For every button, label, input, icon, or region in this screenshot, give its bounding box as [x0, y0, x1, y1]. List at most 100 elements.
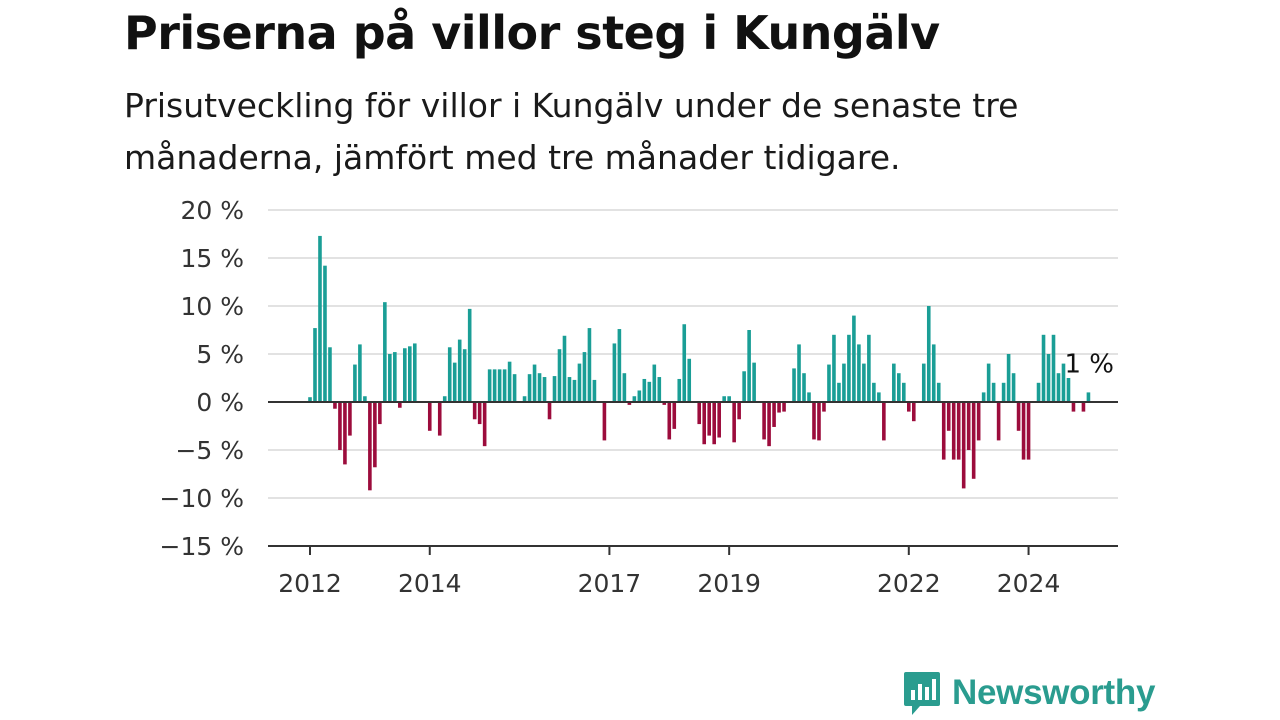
x-tick-label: 2024: [997, 569, 1061, 598]
bar: [1001, 382, 1006, 402]
bar: [682, 324, 687, 402]
bar: [522, 396, 527, 402]
bar: [363, 396, 367, 402]
bar: [827, 364, 831, 402]
bar: [1011, 373, 1016, 402]
bar: [986, 363, 991, 402]
bar: [447, 347, 452, 402]
bar: [333, 402, 337, 409]
bar: [393, 352, 397, 402]
bar: [308, 397, 312, 402]
bar: [562, 335, 567, 402]
axes: [268, 401, 1118, 555]
bar: [941, 402, 946, 460]
bar: [492, 369, 497, 402]
bar: [1066, 378, 1071, 402]
bar: [403, 348, 407, 402]
bar: [622, 373, 627, 402]
bar: [1006, 354, 1011, 402]
bar: [1021, 402, 1026, 460]
y-tick-label: −15 %: [160, 532, 244, 561]
x-tick-label: 2022: [877, 569, 941, 598]
bar: [822, 402, 826, 412]
bar: [672, 402, 677, 429]
bar: [452, 362, 457, 402]
bar: [577, 363, 582, 402]
bar: [1071, 402, 1076, 412]
bar: [1046, 354, 1051, 402]
bar: [936, 382, 941, 402]
bar: [467, 308, 472, 402]
last-value-annotation: 1 %: [1064, 349, 1114, 379]
y-tick-label: 15 %: [180, 244, 244, 273]
bar: [717, 402, 721, 438]
brand-name: Newsworthy: [952, 673, 1156, 712]
bar: [368, 402, 372, 491]
bar: [911, 402, 916, 422]
bar: [313, 328, 317, 402]
newsworthy-logo: Newsworthy: [902, 668, 1155, 718]
bar: [902, 382, 906, 402]
bar: [712, 402, 716, 445]
bar: [832, 334, 836, 402]
bar: [1016, 402, 1021, 431]
bar: [557, 349, 562, 402]
bar: [837, 382, 841, 402]
bar: [777, 402, 781, 413]
bar: [602, 402, 607, 441]
bar: [338, 402, 342, 450]
bar: [842, 363, 846, 402]
bar: [687, 358, 692, 402]
bar: [946, 402, 951, 431]
bar: [802, 373, 806, 402]
bar: [507, 361, 512, 402]
bar: [767, 402, 771, 447]
bar: [348, 402, 352, 436]
bar: [931, 344, 936, 402]
bar: [437, 402, 442, 436]
bar: [572, 379, 577, 402]
bar: [388, 354, 392, 402]
bar: [502, 369, 507, 402]
bar: [587, 328, 592, 402]
bar: [722, 396, 726, 402]
bar: [697, 402, 702, 425]
bar: [527, 374, 532, 402]
bar: [727, 396, 731, 402]
bar: [951, 402, 956, 460]
bar: [343, 402, 347, 465]
bar: [737, 402, 741, 420]
bar: [792, 368, 796, 402]
bar: [657, 377, 662, 402]
page-title: Priserna på villor steg i Kungälv: [124, 6, 940, 60]
bar: [1041, 334, 1046, 402]
bar: [358, 344, 362, 402]
bar: [323, 265, 327, 402]
bar: [642, 378, 647, 402]
y-tick-label: 20 %: [180, 196, 244, 225]
bar: [817, 402, 821, 441]
bar: [542, 377, 547, 402]
bar: [877, 392, 881, 402]
bar: [408, 346, 412, 402]
bar: [442, 396, 447, 402]
x-tick-label: 2012: [278, 569, 342, 598]
bar: [921, 363, 926, 402]
bar: [353, 364, 357, 402]
bar: [552, 376, 557, 402]
bar: [462, 349, 467, 402]
bar: [427, 402, 432, 431]
bars: [308, 235, 1091, 491]
bar: [627, 402, 632, 405]
x-tick-label: 2014: [398, 569, 462, 598]
bar: [1081, 402, 1086, 412]
bar: [966, 402, 971, 450]
bar: [892, 363, 896, 402]
bar: [857, 344, 861, 402]
bar: [537, 373, 542, 402]
bar: [742, 371, 746, 402]
bar: [328, 347, 332, 402]
bar: [373, 402, 377, 468]
bar: [1051, 334, 1056, 402]
